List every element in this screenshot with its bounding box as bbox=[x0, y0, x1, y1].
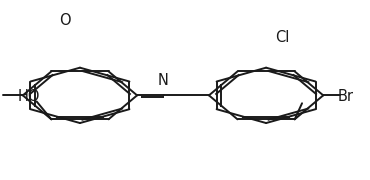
Text: O: O bbox=[60, 13, 71, 28]
Text: HO: HO bbox=[17, 89, 40, 104]
Text: N: N bbox=[158, 73, 168, 88]
Text: Br: Br bbox=[338, 89, 354, 104]
Text: Cl: Cl bbox=[275, 30, 290, 45]
